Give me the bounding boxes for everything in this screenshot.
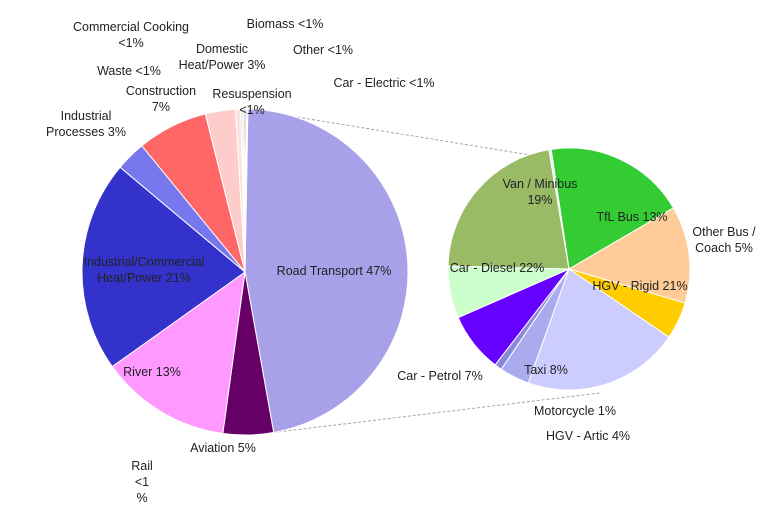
- slice-road-transport-47: [244, 108, 409, 434]
- main-pie: [81, 108, 409, 436]
- label-car-electric: Car - Electric <1%: [333, 76, 434, 90]
- label-river: River 13%: [123, 365, 181, 379]
- slice-rail-1: [244, 108, 249, 273]
- label-hgv-artic: HGV - Artic 4%: [546, 429, 630, 443]
- slice-labels: Commercial Cooking <1% Biomass <1% Domestic…: [46, 17, 756, 505]
- label-taxi: Taxi 8%: [524, 363, 568, 377]
- slice-hgv-rigid-21: [527, 268, 670, 391]
- slice-industrial-commercial-heat-power-21: [81, 166, 246, 368]
- label-car-petrol: Car - Petrol 7%: [397, 369, 482, 383]
- road-transport-pie: [447, 147, 691, 391]
- slice-tfl-bus-13: [567, 207, 691, 304]
- label-tfl-bus: TfL Bus 13%: [596, 210, 667, 224]
- label-commercial-cooking: Commercial Cooking <1%: [73, 20, 189, 50]
- label-construction: Construction 7%: [126, 84, 196, 114]
- label-motorcycle: Motorcycle 1%: [534, 404, 616, 418]
- label-aviation: Aviation 5%: [190, 441, 256, 455]
- slice-river-13: [111, 270, 246, 435]
- slice-van-minibus-19: [550, 147, 675, 270]
- label-biomass: Biomass <1%: [247, 17, 324, 31]
- label-resuspension: Resuspension <1%: [212, 87, 291, 117]
- label-road-transport: Road Transport 47%: [277, 264, 392, 278]
- label-domestic: Domestic Heat/Power 3%: [179, 42, 266, 72]
- label-waste: Waste <1%: [97, 64, 161, 78]
- label-car-diesel: Car - Diesel 22%: [450, 261, 544, 275]
- label-industrial-processes: Industrial Processes 3%: [46, 109, 126, 139]
- slice-car-diesel-22: [447, 149, 570, 270]
- label-other-bus: Other Bus / Coach 5%: [692, 225, 756, 255]
- label-hgv-rigid: HGV - Rigid 21%: [592, 279, 687, 293]
- label-other: Other <1%: [293, 43, 353, 57]
- label-van: Van / Minibus 19%: [503, 177, 578, 207]
- label-rail: Rail <1%: [131, 459, 153, 505]
- label-industrial-commercial: Industrial/Commercial Heat/Power 21%: [84, 255, 205, 285]
- slice-car-electric-1: [548, 148, 570, 270]
